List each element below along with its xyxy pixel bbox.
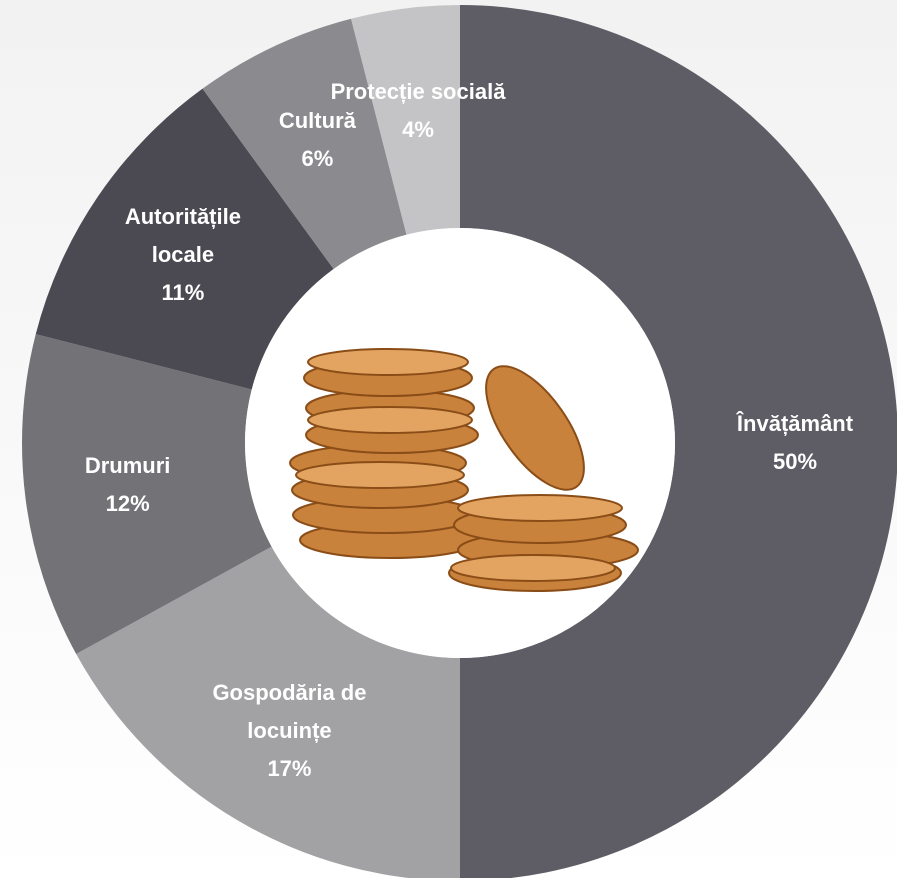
category-label: Drumuri [38, 447, 218, 485]
value-label: 4% [328, 111, 508, 149]
value-label: 17% [199, 750, 379, 788]
category-label: Învățământ [705, 405, 885, 443]
value-label: 12% [38, 485, 218, 523]
value-label: 50% [705, 443, 885, 481]
page: Învățământ50% Gospodăria de locuințe17% Dr… [0, 0, 897, 878]
value-label: 11% [93, 274, 273, 312]
category-label: Autoritățile locale [93, 198, 273, 274]
category-label: Gospodăria de locuințe [199, 674, 379, 750]
category-label: Protecție socială [328, 73, 508, 111]
